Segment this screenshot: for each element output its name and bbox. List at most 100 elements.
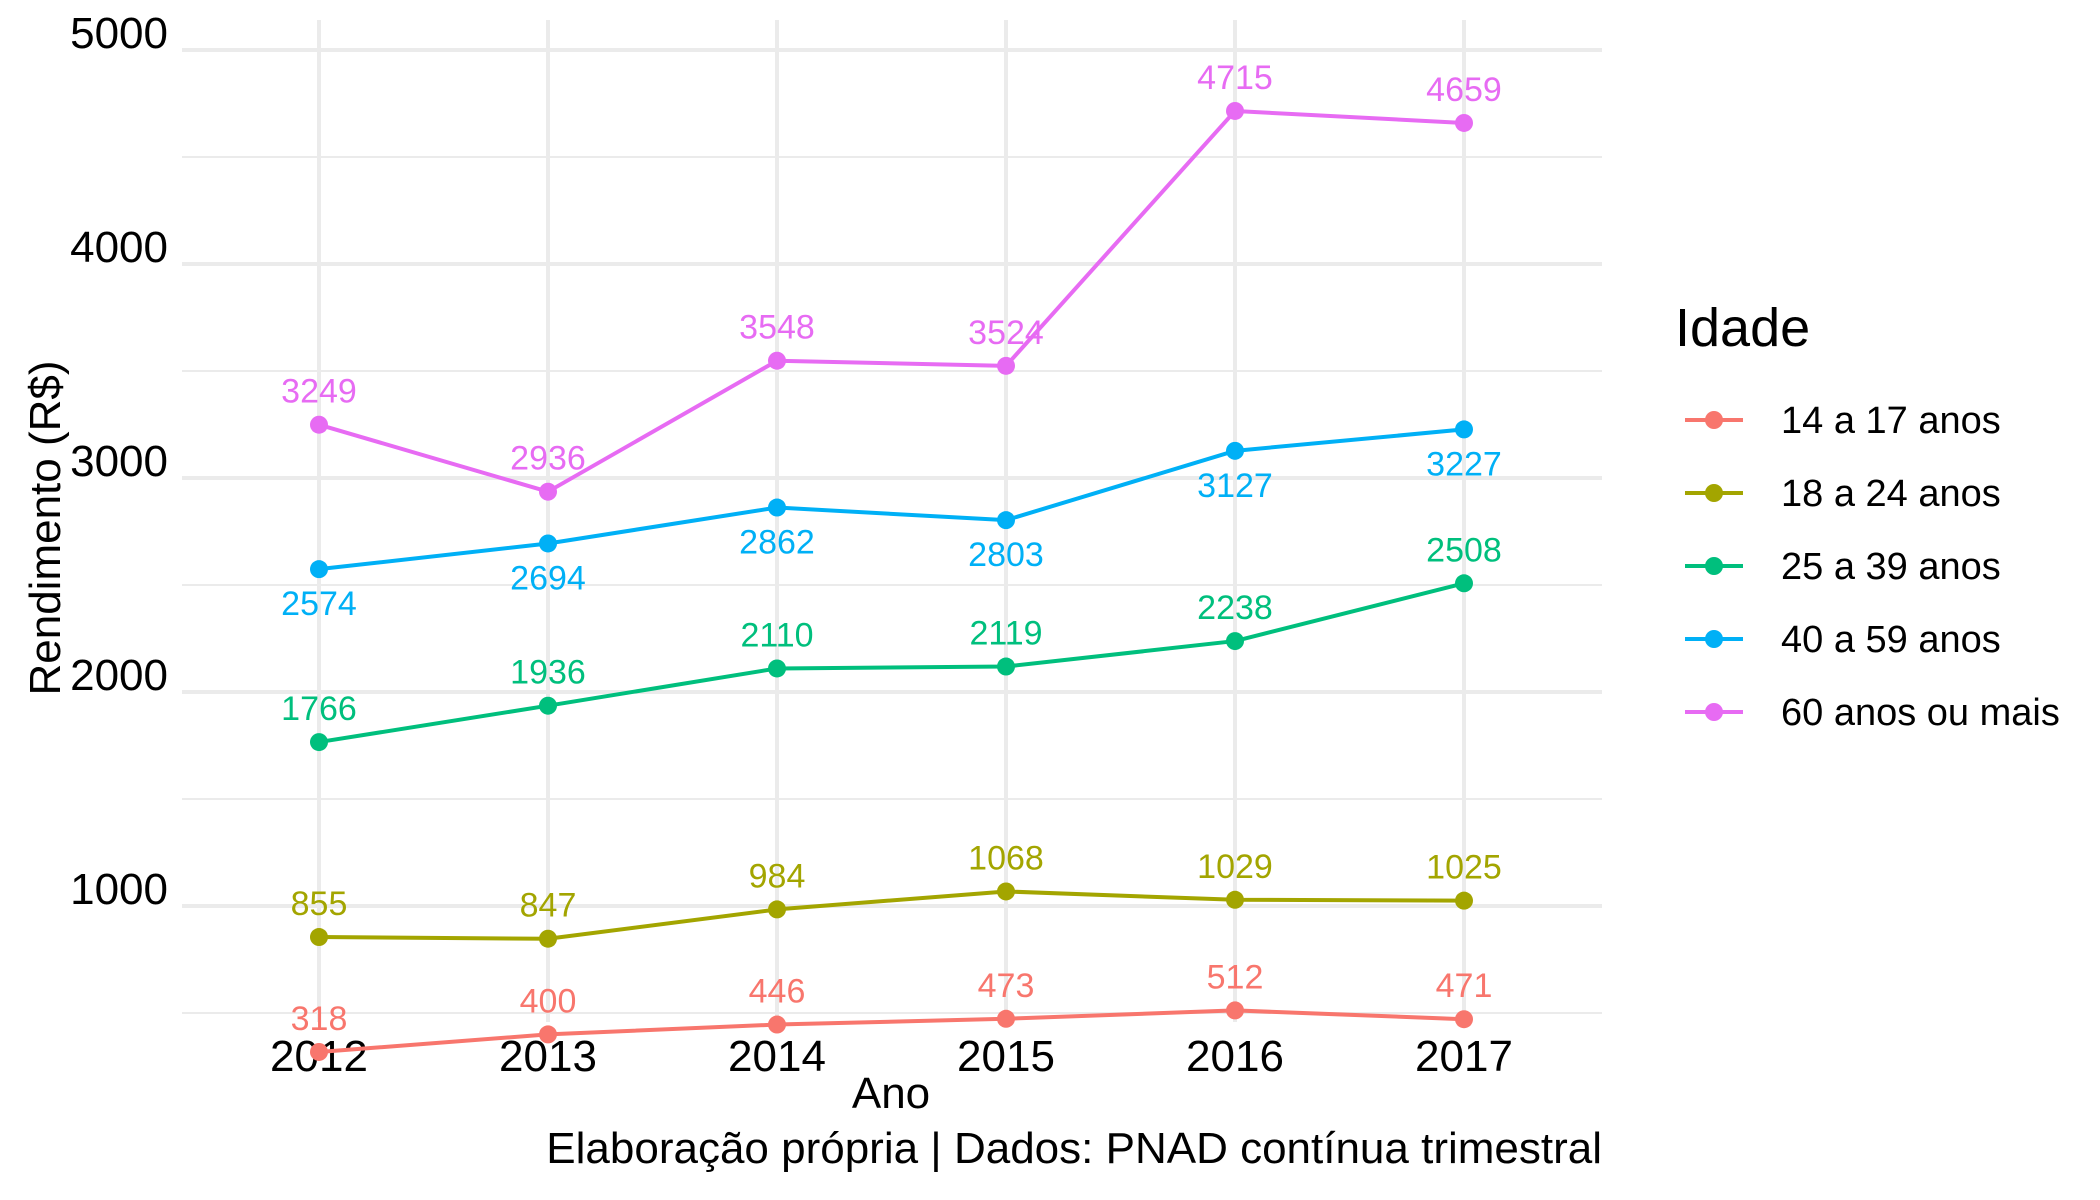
data-point bbox=[1455, 574, 1473, 593]
data-point bbox=[539, 696, 557, 715]
y-axis-ticks: 1000 2000 3000 4000 5000 bbox=[70, 9, 168, 914]
data-point bbox=[310, 928, 328, 947]
data-point bbox=[997, 356, 1015, 375]
data-label: 4715 bbox=[1197, 59, 1273, 97]
data-label: 473 bbox=[978, 967, 1035, 1005]
x-tick-label: 2016 bbox=[1186, 1032, 1284, 1081]
grid-lines bbox=[182, 20, 1602, 1022]
legend-label: 40 a 59 anos bbox=[1781, 619, 2001, 661]
legend-key-point bbox=[1705, 484, 1723, 502]
data-point bbox=[768, 900, 786, 919]
legend-item: 40 a 59 anos bbox=[1685, 619, 2001, 661]
data-label: 984 bbox=[749, 857, 806, 895]
x-axis-title: Ano bbox=[852, 1069, 930, 1118]
data-point bbox=[310, 1042, 328, 1061]
data-label: 1029 bbox=[1197, 848, 1273, 886]
data-label: 2110 bbox=[740, 616, 813, 654]
data-point bbox=[310, 560, 328, 579]
data-point bbox=[1226, 890, 1244, 909]
legend: Idade 14 a 17 anos 18 a 24 anos 25 a 39 an… bbox=[1675, 298, 2060, 734]
data-point bbox=[768, 351, 786, 370]
data-point bbox=[1455, 113, 1473, 132]
data-label: 318 bbox=[291, 1000, 348, 1038]
y-tick-label: 3000 bbox=[70, 437, 168, 486]
data-point bbox=[539, 1025, 557, 1044]
data-point bbox=[310, 733, 328, 752]
data-label: 471 bbox=[1436, 967, 1493, 1005]
data-label: 3249 bbox=[281, 373, 357, 411]
data-point bbox=[310, 415, 328, 434]
data-label: 1068 bbox=[968, 839, 1044, 877]
series-1: 318 400 446 473 512 471 bbox=[291, 958, 1493, 1061]
data-label: 1766 bbox=[281, 690, 357, 728]
data-label: 2574 bbox=[281, 585, 357, 623]
legend-item: 18 a 24 anos bbox=[1685, 473, 2001, 515]
series-line bbox=[318, 581, 1465, 745]
data-point bbox=[997, 511, 1015, 530]
data-label: 2694 bbox=[510, 559, 586, 597]
data-label: 2238 bbox=[1197, 589, 1273, 627]
legend-label: 25 a 39 anos bbox=[1781, 546, 2001, 588]
data-label: 446 bbox=[749, 973, 806, 1011]
legend-item: 14 a 17 anos bbox=[1685, 400, 2001, 442]
legend-key-point bbox=[1705, 703, 1723, 721]
data-point bbox=[1226, 441, 1244, 460]
legend-item: 60 anos ou mais bbox=[1685, 692, 2060, 734]
series-4: 2574 2694 2862 2803 3127 3227 bbox=[281, 420, 1502, 623]
legend-title: Idade bbox=[1675, 298, 1810, 358]
y-axis-title: Rendimento (R$) bbox=[21, 360, 70, 695]
x-tick-label: 2014 bbox=[728, 1032, 826, 1081]
legend-key-point bbox=[1705, 630, 1723, 648]
x-tick-label: 2017 bbox=[1415, 1032, 1513, 1081]
legend-key-point bbox=[1705, 557, 1723, 575]
data-label: 2803 bbox=[968, 536, 1044, 574]
x-tick-label: 2015 bbox=[957, 1032, 1055, 1081]
data-label: 3548 bbox=[739, 309, 815, 347]
data-point bbox=[1226, 632, 1244, 651]
data-label: 512 bbox=[1207, 958, 1264, 996]
legend-label: 18 a 24 anos bbox=[1781, 473, 2001, 515]
data-label: 847 bbox=[520, 887, 577, 925]
y-tick-label: 5000 bbox=[70, 9, 168, 58]
data-label: 1936 bbox=[510, 654, 586, 692]
data-label: 4659 bbox=[1426, 71, 1502, 109]
series-3: 1766 1936 2110 2119 2238 2508 bbox=[281, 531, 1502, 752]
data-label: 3127 bbox=[1197, 467, 1273, 505]
data-point bbox=[539, 482, 557, 501]
data-label: 3227 bbox=[1426, 445, 1502, 483]
data-label: 1025 bbox=[1426, 849, 1502, 887]
data-point bbox=[768, 1015, 786, 1034]
data-label: 2508 bbox=[1426, 531, 1502, 569]
data-point bbox=[1455, 420, 1473, 439]
series-line bbox=[318, 1008, 1465, 1054]
legend-label: 60 anos ou mais bbox=[1781, 692, 2060, 734]
series-5: 3249 2936 3548 3524 4715 4659 bbox=[281, 59, 1502, 501]
data-point bbox=[997, 882, 1015, 901]
data-point bbox=[1226, 101, 1244, 120]
data-point bbox=[1455, 891, 1473, 910]
data-point bbox=[768, 659, 786, 678]
data-point bbox=[997, 1009, 1015, 1028]
data-label: 400 bbox=[520, 982, 577, 1020]
data-label: 855 bbox=[291, 885, 348, 923]
series-line bbox=[318, 427, 1465, 572]
legend-key-point bbox=[1705, 411, 1723, 429]
data-label: 2936 bbox=[510, 440, 586, 478]
series-2: 855 847 984 1068 1029 1025 bbox=[291, 839, 1502, 948]
data-label: 3524 bbox=[968, 314, 1044, 352]
legend-item: 25 a 39 anos bbox=[1685, 546, 2001, 588]
data-point bbox=[997, 657, 1015, 676]
data-point bbox=[539, 534, 557, 553]
data-point bbox=[768, 498, 786, 517]
chart-caption: Elaboração própria | Dados: PNAD contínu… bbox=[546, 1124, 1602, 1173]
legend-label: 14 a 17 anos bbox=[1781, 400, 2001, 442]
data-point bbox=[539, 929, 557, 948]
data-label: 2119 bbox=[969, 615, 1042, 653]
y-tick-label: 1000 bbox=[70, 865, 168, 914]
data-point bbox=[1226, 1001, 1244, 1020]
series-line bbox=[318, 108, 1465, 494]
data-point bbox=[1455, 1010, 1473, 1029]
y-tick-label: 4000 bbox=[70, 223, 168, 272]
data-label: 2862 bbox=[739, 524, 815, 562]
